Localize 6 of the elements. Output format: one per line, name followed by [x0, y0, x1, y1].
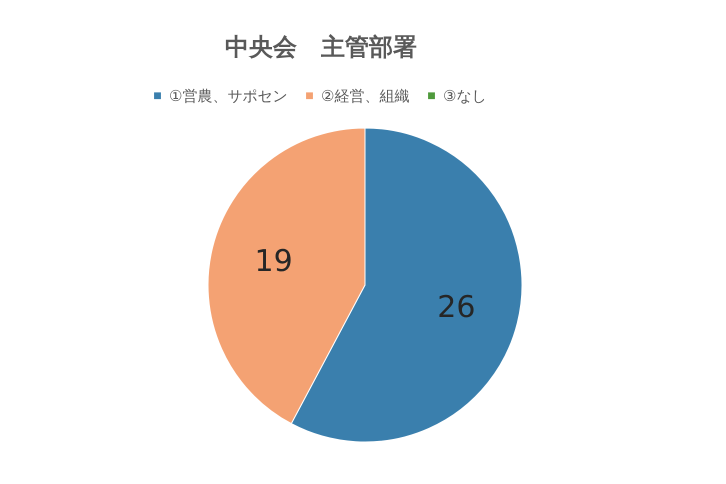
legend-label: ②経営、組織 — [321, 86, 410, 105]
data-label: 26 — [437, 290, 476, 325]
legend-label: ③なし — [443, 86, 486, 105]
legend-label: ①営農、サポセン — [169, 86, 288, 105]
data-label: 19 — [254, 244, 293, 280]
chart-title: 中央会 主管部署 — [225, 33, 417, 61]
